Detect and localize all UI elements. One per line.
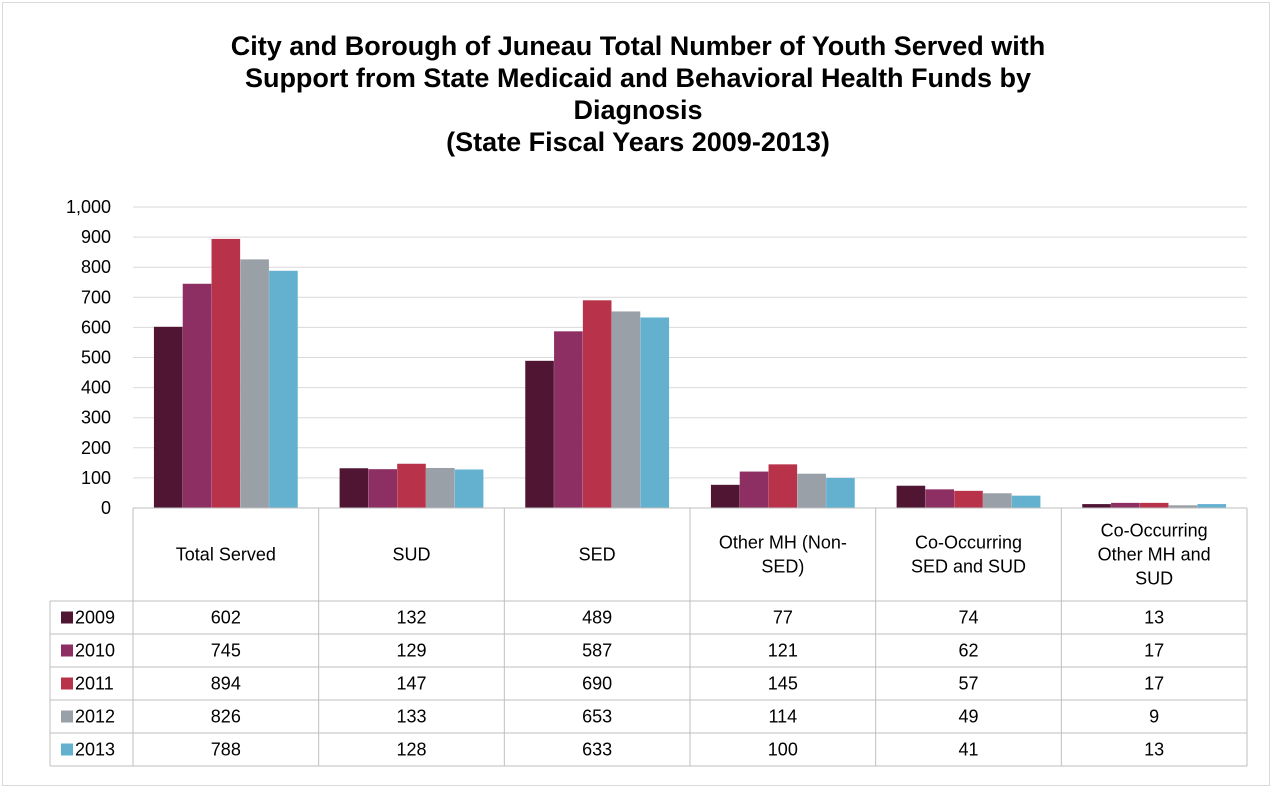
x-tick-label: SUD xyxy=(392,545,430,565)
bar xyxy=(640,317,670,508)
data-table-value: 128 xyxy=(396,740,426,760)
bar xyxy=(797,473,826,508)
legend-label: 2011 xyxy=(75,674,114,694)
data-table-value: 9 xyxy=(1149,707,1159,727)
bar xyxy=(826,477,855,508)
data-table-value: 133 xyxy=(396,707,426,727)
x-tick-label: Co-Occurring xyxy=(915,533,1022,553)
bar xyxy=(454,469,484,508)
x-tick-label: Other MH (Non- xyxy=(719,533,847,553)
y-tick-label: 400 xyxy=(81,378,111,398)
y-tick-label: 200 xyxy=(81,438,111,458)
bar xyxy=(1011,495,1041,508)
data-table-value: 489 xyxy=(582,608,612,628)
data-table-value: 121 xyxy=(768,641,798,661)
bar xyxy=(1168,505,1198,508)
bar xyxy=(339,468,369,508)
data-table-value: 100 xyxy=(768,740,798,760)
data-table-value: 690 xyxy=(582,674,612,694)
y-tick-label: 0 xyxy=(101,498,111,518)
data-table-value: 653 xyxy=(582,707,612,727)
data-table-value: 826 xyxy=(211,707,241,727)
y-tick-label: 100 xyxy=(81,468,111,488)
y-tick-label: 1,000 xyxy=(66,197,111,217)
data-table-value: 114 xyxy=(768,707,797,727)
data-table-value: 147 xyxy=(396,674,426,694)
data-table-value: 145 xyxy=(768,674,798,694)
x-tick-label: Other MH and xyxy=(1098,545,1211,565)
data-table-value: 41 xyxy=(958,740,978,760)
data-table-value: 49 xyxy=(958,707,978,727)
data-table-value: 633 xyxy=(582,740,612,760)
bar xyxy=(768,464,798,508)
bar xyxy=(525,360,554,508)
bar xyxy=(611,311,641,508)
data-table-value: 17 xyxy=(1144,641,1164,661)
data-table-value: 894 xyxy=(211,674,241,694)
y-tick-label: 700 xyxy=(81,287,111,307)
y-tick-label: 900 xyxy=(81,227,111,247)
data-table-value: 587 xyxy=(582,641,612,661)
bar xyxy=(739,471,769,508)
x-tick-label: SUD xyxy=(1135,569,1173,589)
bar xyxy=(397,463,426,508)
chart-title-line-1: City and Borough of Juneau Total Number … xyxy=(230,31,1046,61)
data-table-value: 602 xyxy=(211,608,241,628)
x-tick-label: SED xyxy=(579,545,616,565)
bar xyxy=(1139,502,1169,508)
x-tick-label: Total Served xyxy=(176,545,276,565)
legend-key xyxy=(61,611,73,624)
data-table-value: 788 xyxy=(211,740,241,760)
legend-label: 2013 xyxy=(75,740,115,760)
x-tick-label: Co-Occurring xyxy=(1101,521,1208,541)
y-tick-label: 500 xyxy=(81,348,111,368)
bar xyxy=(1082,504,1111,508)
x-tick-label: SED) xyxy=(761,557,804,577)
legend-key xyxy=(61,743,73,756)
data-table-value: 57 xyxy=(958,674,978,694)
data-table-value: 17 xyxy=(1144,674,1164,694)
data-table-value: 132 xyxy=(396,608,426,628)
bar xyxy=(182,283,212,508)
chart-title: City and Borough of Juneau Total Number … xyxy=(0,30,1276,158)
bar xyxy=(368,469,397,508)
y-tick-label: 600 xyxy=(81,317,111,337)
data-table-value: 13 xyxy=(1144,740,1164,760)
y-tick-label: 300 xyxy=(81,408,111,428)
bar xyxy=(153,326,183,508)
legend-label: 2009 xyxy=(75,608,115,628)
bar xyxy=(1197,504,1227,508)
data-table-value: 74 xyxy=(958,608,978,628)
bar xyxy=(896,485,926,508)
legend-key xyxy=(61,710,73,723)
data-table-value: 745 xyxy=(211,641,241,661)
legend-key xyxy=(61,644,73,657)
bar xyxy=(240,259,269,508)
data-table-value: 62 xyxy=(958,641,978,661)
bar xyxy=(554,331,583,508)
bar xyxy=(1111,502,1140,508)
x-tick-label: SED and SUD xyxy=(911,557,1026,577)
data-table-value: 13 xyxy=(1144,608,1164,628)
data-table-value: 77 xyxy=(773,608,793,628)
legend-label: 2010 xyxy=(75,641,115,661)
bar xyxy=(925,489,954,508)
chart-title-line-2: Support from State Medicaid and Behavior… xyxy=(244,63,1032,93)
bar xyxy=(211,238,241,508)
bar xyxy=(582,300,612,508)
chart-title-line-3: Diagnosis xyxy=(573,95,703,125)
bar xyxy=(426,467,455,508)
chart-title-line-4: (State Fiscal Years 2009-2013) xyxy=(446,127,830,157)
legend-key xyxy=(61,677,73,690)
legend-label: 2012 xyxy=(75,707,115,727)
bar xyxy=(983,493,1012,508)
bar xyxy=(710,484,740,508)
bar xyxy=(954,490,983,508)
y-tick-label: 800 xyxy=(81,257,111,277)
bar xyxy=(269,270,298,508)
data-table-value: 129 xyxy=(396,641,426,661)
